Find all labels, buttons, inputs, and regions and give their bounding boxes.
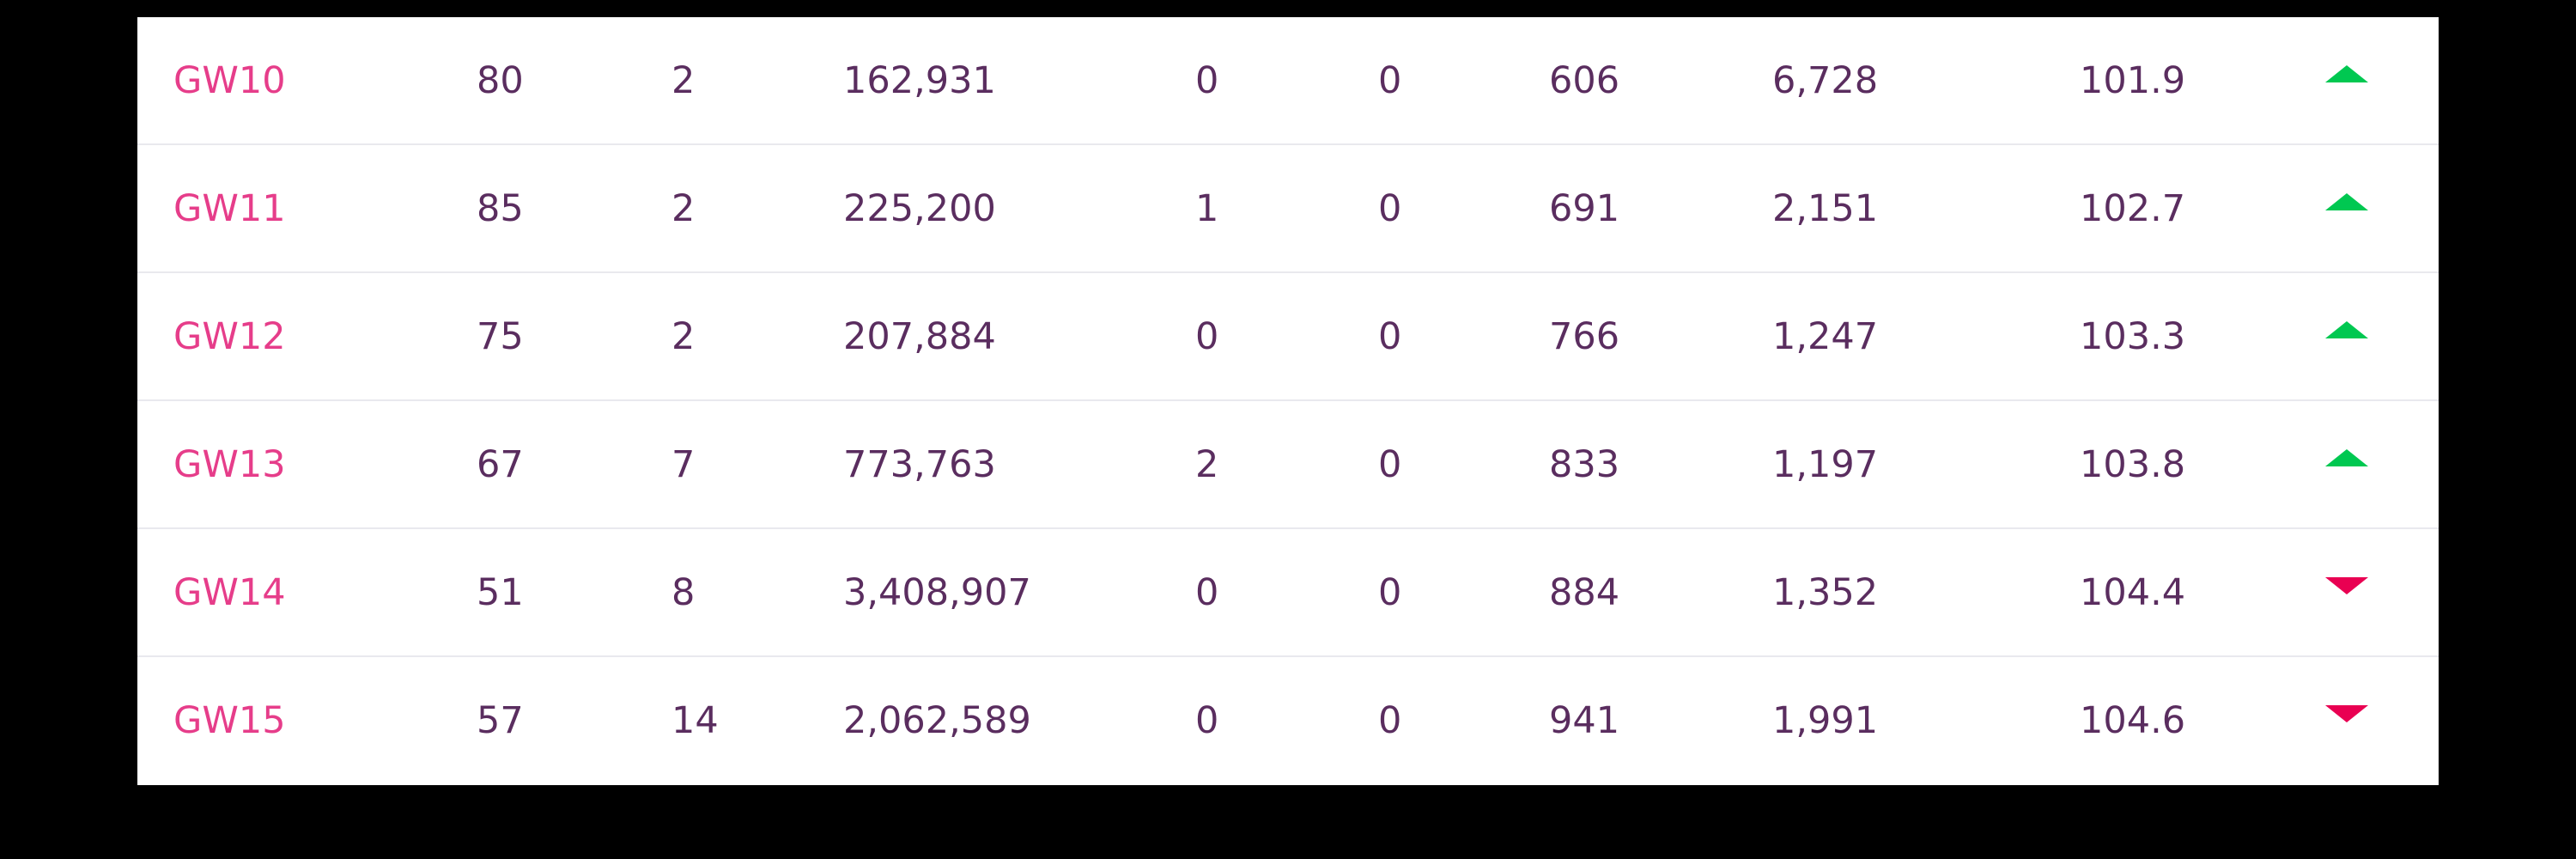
overall-rank-cell: 1,352: [1772, 571, 1879, 614]
bench-points-cell: 2: [671, 315, 696, 358]
overall-rank-cell: 2,151: [1772, 187, 1879, 230]
bench-points-cell: 2: [671, 187, 696, 230]
arrow-up-icon: [2325, 193, 2368, 210]
points-cell: 80: [477, 59, 524, 102]
table-row: GW14 51 8 3,408,907 0 0 884 1,352 104.4: [137, 529, 2439, 657]
team-value-cell: 103.3: [2080, 315, 2186, 358]
transfers-cell: 0: [1195, 59, 1219, 102]
bench-points-cell: 8: [671, 571, 696, 614]
transfers-cell: 0: [1195, 699, 1219, 742]
transfer-cost-cell: 0: [1378, 59, 1402, 102]
transfers-cell: 1: [1195, 187, 1219, 230]
overall-points-cell: 884: [1549, 571, 1620, 614]
gameweek-link[interactable]: GW13: [173, 443, 286, 486]
table-row: GW11 85 2 225,200 1 0 691 2,151 102.7: [137, 145, 2439, 273]
transfer-cost-cell: 0: [1378, 699, 1402, 742]
overall-rank-cell: 6,728: [1772, 59, 1879, 102]
season-history-table: GW10 80 2 162,931 0 0 606 6,728 101.9 GW…: [137, 17, 2439, 785]
table-row: GW12 75 2 207,884 0 0 766 1,247 103.3: [137, 273, 2439, 401]
gameweek-rank-cell: 2,062,589: [843, 699, 1031, 742]
transfers-cell: 2: [1195, 443, 1219, 486]
points-cell: 67: [477, 443, 524, 486]
overall-points-cell: 941: [1549, 699, 1620, 742]
team-value-cell: 101.9: [2080, 59, 2186, 102]
gameweek-rank-cell: 162,931: [843, 59, 996, 102]
overall-rank-cell: 1,247: [1772, 315, 1879, 358]
points-cell: 51: [477, 571, 524, 614]
gameweek-rank-cell: 3,408,907: [843, 571, 1031, 614]
arrow-down-icon: [2325, 577, 2368, 594]
gameweek-rank-cell: 225,200: [843, 187, 996, 230]
points-cell: 57: [477, 699, 524, 742]
gameweek-link[interactable]: GW14: [173, 571, 286, 614]
overall-points-cell: 606: [1549, 59, 1620, 102]
overall-rank-cell: 1,197: [1772, 443, 1879, 486]
arrow-down-icon: [2325, 705, 2368, 722]
transfer-cost-cell: 0: [1378, 315, 1402, 358]
overall-points-cell: 691: [1549, 187, 1620, 230]
bench-points-cell: 7: [671, 443, 696, 486]
gameweek-link[interactable]: GW10: [173, 59, 286, 102]
gameweek-link[interactable]: GW15: [173, 699, 286, 742]
gameweek-link[interactable]: GW11: [173, 187, 286, 230]
arrow-up-icon: [2325, 65, 2368, 82]
gameweek-rank-cell: 207,884: [843, 315, 996, 358]
transfer-cost-cell: 0: [1378, 571, 1402, 614]
arrow-up-icon: [2325, 321, 2368, 338]
transfer-cost-cell: 0: [1378, 187, 1402, 230]
team-value-cell: 103.8: [2080, 443, 2186, 486]
transfers-cell: 0: [1195, 315, 1219, 358]
arrow-up-icon: [2325, 449, 2368, 466]
gameweek-rank-cell: 773,763: [843, 443, 996, 486]
bench-points-cell: 14: [671, 699, 719, 742]
overall-points-cell: 833: [1549, 443, 1620, 486]
table-row: GW10 80 2 162,931 0 0 606 6,728 101.9: [137, 17, 2439, 145]
gameweek-link[interactable]: GW12: [173, 315, 286, 358]
overall-rank-cell: 1,991: [1772, 699, 1879, 742]
team-value-cell: 104.6: [2080, 699, 2186, 742]
transfer-cost-cell: 0: [1378, 443, 1402, 486]
table-row: GW13 67 7 773,763 2 0 833 1,197 103.8: [137, 401, 2439, 529]
points-cell: 85: [477, 187, 524, 230]
team-value-cell: 102.7: [2080, 187, 2186, 230]
table-row: GW15 57 14 2,062,589 0 0 941 1,991 104.6: [137, 657, 2439, 785]
team-value-cell: 104.4: [2080, 571, 2186, 614]
transfers-cell: 0: [1195, 571, 1219, 614]
bench-points-cell: 2: [671, 59, 696, 102]
points-cell: 75: [477, 315, 524, 358]
overall-points-cell: 766: [1549, 315, 1620, 358]
